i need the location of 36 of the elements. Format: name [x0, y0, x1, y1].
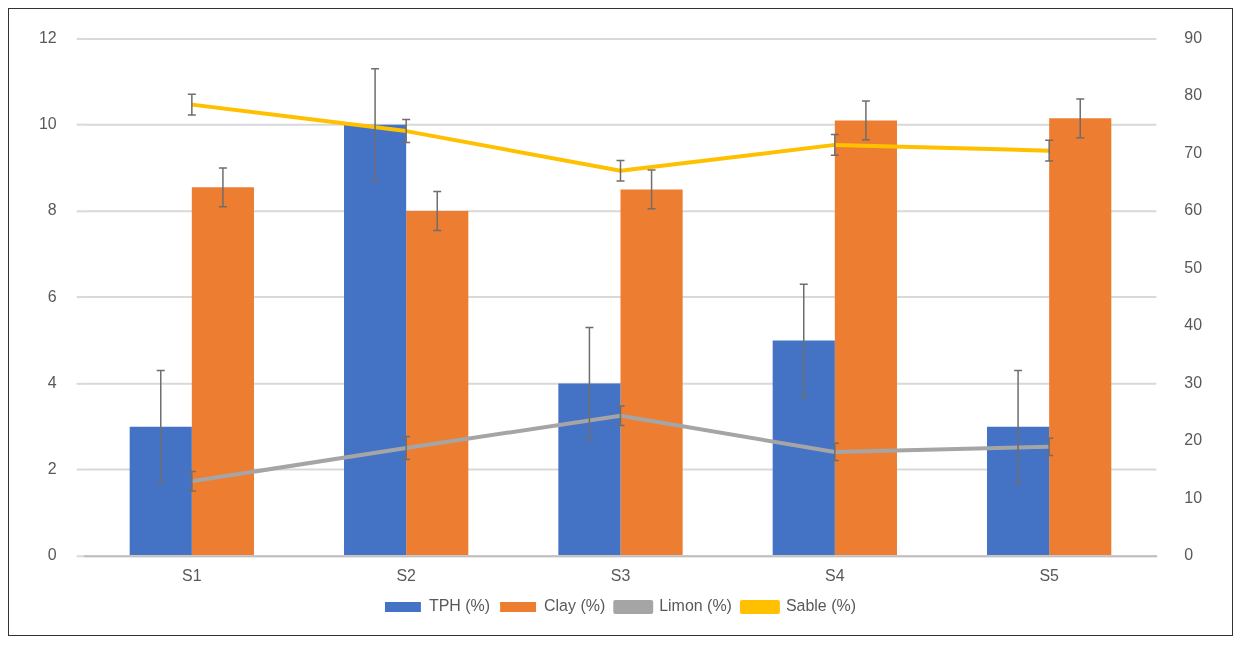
bar: [834, 120, 897, 556]
x-tick-label: S1: [182, 566, 202, 584]
y2-tick-label: 30: [1184, 373, 1203, 391]
y-tick-label: 6: [47, 287, 57, 305]
y2-tick-label: 90: [1184, 28, 1203, 46]
bar: [129, 426, 192, 556]
y2-tick-label: 10: [1184, 488, 1203, 506]
legend-label: Sable (%): [785, 597, 856, 615]
y-tick-label: 4: [47, 373, 57, 391]
y-tick-label: 8: [47, 201, 57, 219]
x-tick-label: S2: [396, 566, 417, 584]
x-tick-label: S5: [1039, 566, 1060, 584]
y-tick-label: 0: [47, 546, 57, 564]
y2-tick-label: 60: [1184, 201, 1203, 219]
y-tick-label: 12: [38, 28, 57, 46]
y2-tick-label: 50: [1184, 258, 1203, 276]
y2-tick-label: 20: [1184, 431, 1203, 449]
legend-label: TPH (%): [428, 597, 491, 615]
legend-label: Clay (%): [544, 597, 606, 615]
y2-tick-label: 80: [1184, 86, 1203, 104]
y2-tick-label: 70: [1184, 143, 1203, 161]
y-tick-label: 2: [47, 460, 57, 478]
bar: [406, 211, 469, 556]
bar: [344, 124, 407, 556]
bar: [772, 340, 835, 556]
y2-tick-label: 0: [1184, 546, 1194, 564]
x-tick-label: S4: [825, 566, 845, 584]
x-tick-label: S3: [610, 566, 631, 584]
legend-label: Limon (%): [659, 597, 732, 615]
bar: [191, 187, 254, 556]
bar: [558, 383, 621, 556]
bar: [1049, 118, 1112, 556]
y-tick-label: 10: [38, 115, 57, 133]
bar: [620, 189, 683, 556]
y2-tick-label: 40: [1184, 316, 1203, 334]
bar: [987, 426, 1050, 556]
